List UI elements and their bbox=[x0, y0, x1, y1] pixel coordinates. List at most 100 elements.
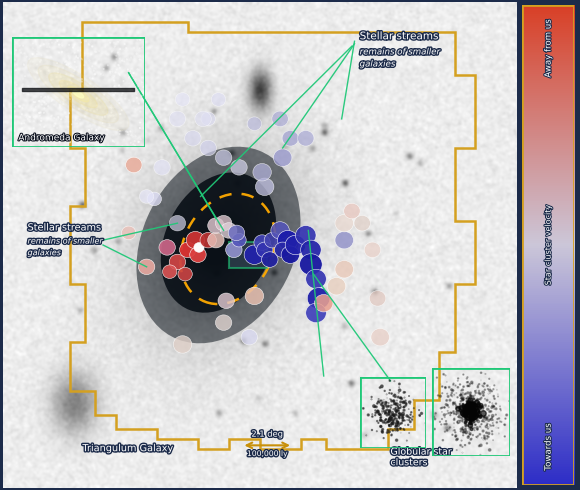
Point bbox=[110, 83, 119, 91]
Point bbox=[390, 425, 400, 433]
Point bbox=[467, 401, 477, 409]
Point bbox=[35, 58, 45, 66]
Point bbox=[20, 73, 30, 80]
Point bbox=[57, 39, 67, 47]
Point bbox=[71, 86, 80, 94]
Circle shape bbox=[169, 254, 186, 270]
Point bbox=[26, 142, 35, 149]
Point bbox=[102, 110, 111, 118]
Point bbox=[125, 79, 134, 87]
Point bbox=[379, 404, 388, 412]
Point bbox=[139, 68, 148, 76]
Circle shape bbox=[200, 140, 216, 156]
Point bbox=[130, 74, 139, 82]
Point bbox=[458, 416, 467, 424]
Point bbox=[385, 409, 394, 416]
Point bbox=[399, 414, 408, 421]
Point bbox=[76, 98, 85, 106]
Point bbox=[462, 403, 472, 411]
Point bbox=[28, 54, 38, 62]
Point bbox=[471, 409, 480, 416]
Point bbox=[452, 419, 462, 427]
Point bbox=[393, 422, 402, 430]
Point bbox=[472, 396, 481, 404]
Point bbox=[459, 426, 468, 434]
Point bbox=[32, 50, 42, 58]
Point bbox=[37, 101, 46, 109]
Point bbox=[100, 119, 110, 127]
Point bbox=[114, 38, 123, 46]
Point bbox=[35, 136, 45, 144]
Point bbox=[455, 411, 464, 419]
Point bbox=[98, 119, 107, 127]
Point bbox=[472, 416, 481, 423]
Point bbox=[469, 408, 478, 416]
Point bbox=[128, 72, 137, 80]
Point bbox=[85, 56, 94, 64]
Point bbox=[400, 406, 409, 414]
Point bbox=[484, 406, 494, 414]
Point bbox=[98, 114, 107, 122]
Point bbox=[135, 44, 144, 52]
Point bbox=[139, 79, 148, 87]
Point bbox=[385, 377, 394, 385]
Point bbox=[461, 404, 470, 412]
Point bbox=[462, 397, 472, 405]
Point bbox=[470, 411, 479, 419]
Point bbox=[465, 399, 474, 407]
Point bbox=[396, 394, 405, 402]
Point bbox=[109, 91, 118, 98]
Point bbox=[474, 389, 484, 397]
Point bbox=[456, 392, 466, 399]
Point bbox=[401, 388, 410, 396]
Point bbox=[437, 390, 447, 397]
Point bbox=[467, 405, 477, 413]
Point bbox=[83, 94, 92, 102]
Point bbox=[381, 398, 390, 406]
Point bbox=[458, 402, 467, 410]
Point bbox=[89, 107, 99, 115]
Point bbox=[376, 417, 386, 425]
Point bbox=[401, 401, 411, 409]
Point bbox=[57, 73, 66, 81]
Point bbox=[470, 421, 480, 429]
Point bbox=[39, 40, 49, 48]
Point bbox=[450, 415, 459, 422]
Point bbox=[461, 411, 470, 418]
Point bbox=[130, 105, 140, 113]
Point bbox=[473, 412, 483, 420]
Point bbox=[470, 406, 479, 414]
Point bbox=[461, 407, 470, 415]
Point bbox=[475, 423, 484, 431]
Point bbox=[488, 402, 498, 410]
Point bbox=[30, 54, 39, 62]
Point bbox=[474, 412, 483, 420]
Point bbox=[114, 61, 123, 69]
Point bbox=[472, 404, 481, 412]
Point bbox=[119, 57, 129, 65]
Circle shape bbox=[211, 93, 226, 106]
Point bbox=[459, 408, 469, 416]
Point bbox=[70, 123, 79, 131]
Point bbox=[392, 400, 401, 408]
Point bbox=[394, 404, 403, 412]
Point bbox=[137, 78, 146, 86]
Point bbox=[51, 133, 60, 141]
Point bbox=[452, 404, 461, 412]
Point bbox=[64, 118, 73, 125]
Point bbox=[56, 78, 65, 86]
Point bbox=[487, 416, 496, 423]
Point bbox=[77, 77, 86, 85]
Point bbox=[466, 401, 476, 409]
Point bbox=[478, 427, 488, 435]
Point bbox=[128, 65, 137, 73]
Point bbox=[33, 34, 42, 42]
Point bbox=[29, 124, 38, 132]
Point bbox=[29, 113, 38, 121]
Point bbox=[18, 50, 27, 58]
Point bbox=[487, 408, 496, 416]
Point bbox=[448, 392, 457, 400]
Point bbox=[379, 402, 388, 410]
Point bbox=[441, 384, 450, 392]
Point bbox=[492, 418, 502, 426]
